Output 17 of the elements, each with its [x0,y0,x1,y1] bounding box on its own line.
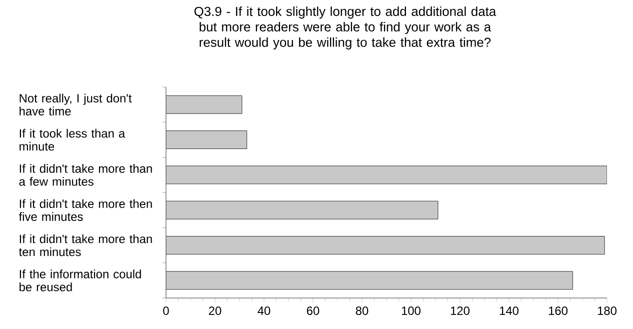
x-tick-label: 140 [500,306,519,315]
x-tick-label: 180 [598,306,617,315]
chart-title: Q3.9 - If it took slightly longer to add additional data but more readers were able to find your work as a result would you be willing to take that extra time? [194,6,496,50]
x-tick-label: 20 [208,306,222,315]
y-tick-label: If it took less than a minute [20,128,126,151]
x-tick-label: 60 [306,306,320,315]
y-tick-label: If the information could be reused [20,270,141,292]
x-tick-label: 40 [258,306,270,315]
x-tick-label: 120 [450,306,470,315]
y-tick-label: If it didn't take more than ten minutes [18,234,152,256]
y-tick-label: Not really, I just don't have time [20,94,132,116]
x-tick-label: 0 [163,306,169,315]
x-tick-label: 80 [356,306,368,315]
y-tick-label: If it didn't take more than a few minutes [19,164,152,186]
x-tick-label: 100 [402,306,421,315]
x-tick-label: 160 [548,306,568,315]
y-tick-label: If it didn't take more then five minutes [18,199,152,221]
